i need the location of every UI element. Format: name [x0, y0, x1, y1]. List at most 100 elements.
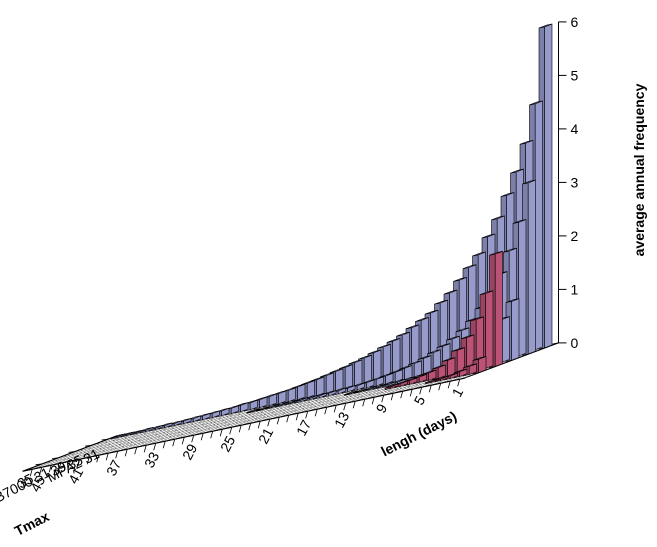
bar-face: [398, 365, 413, 370]
bar-face: [489, 251, 503, 256]
bar-face: [358, 354, 372, 360]
x-tick-label: 41: [65, 465, 87, 486]
bar-face: [481, 233, 496, 239]
floor-grid-line: [42, 370, 485, 465]
bar-face: [505, 298, 520, 303]
bar-face: [522, 179, 536, 185]
bar-face: [527, 179, 536, 355]
bar-face: [339, 364, 353, 369]
bar-face: [348, 359, 363, 365]
bar-face: [501, 316, 510, 363]
x-tick: [409, 389, 413, 397]
floor-grid-line: [127, 413, 222, 450]
floor-grid-line: [75, 358, 518, 452]
floor-grid-line: [117, 415, 212, 452]
floor-grid-line: [60, 427, 155, 464]
bar-face: [427, 349, 441, 355]
y-tick: [84, 444, 93, 447]
x-tick: [248, 423, 252, 431]
z-tick-label: 3: [571, 174, 579, 190]
x-tick: [295, 413, 299, 421]
x-tick: [153, 443, 157, 451]
bar-face: [386, 338, 401, 343]
bar: [344, 390, 358, 396]
bar-face: [396, 331, 410, 337]
bar-face: [434, 299, 448, 305]
x-tick: [238, 425, 242, 433]
bar-face: [405, 324, 420, 330]
x-tick: [229, 427, 233, 435]
bar-face: [441, 357, 456, 362]
y-axis-title: Tmax: [12, 508, 52, 539]
bar-face: [479, 290, 494, 295]
x-tick: [48, 465, 52, 473]
x-tick: [305, 411, 309, 419]
x-tick: [134, 447, 138, 455]
y-tick-label: 35: [15, 470, 36, 491]
x-tick: [438, 383, 442, 391]
bar-face: [472, 356, 487, 361]
bar-face: [389, 369, 403, 374]
x-axis-line: [22, 377, 465, 472]
bar-face: [463, 363, 477, 368]
x-tick: [390, 393, 394, 401]
y-tick: [68, 451, 76, 453]
bar-face: [451, 347, 465, 352]
bar-face: [538, 23, 553, 29]
bar-face: [494, 250, 503, 367]
z-tick-label: 6: [571, 14, 579, 30]
bar-face: [455, 327, 470, 332]
x-tick: [324, 407, 328, 415]
x-tick: [447, 381, 451, 389]
bar-face: [446, 335, 460, 341]
floor-grid-line: [165, 405, 260, 442]
z-tick-label: 5: [571, 67, 579, 83]
bar-face: [335, 368, 344, 393]
z-tick-label: 2: [571, 228, 579, 244]
bar: [384, 383, 399, 390]
x-tick: [400, 391, 404, 399]
x-tick: [267, 419, 271, 427]
x-tick: [200, 433, 204, 441]
x-tick: [115, 451, 119, 459]
x-tick-label: 29: [179, 441, 201, 462]
floor-grid-line: [25, 376, 468, 471]
bar-face: [320, 372, 334, 378]
bar-face: [470, 316, 484, 321]
bar-face: [367, 349, 382, 355]
y-tick: [51, 457, 60, 459]
floor-grid-line: [58, 364, 501, 458]
floor-grid-line: [98, 419, 193, 456]
floor-grid-line: [136, 411, 231, 448]
bar-face: [512, 219, 527, 224]
x-tick: [39, 467, 43, 475]
x-tick: [457, 379, 461, 387]
floor-grid-line: [174, 403, 269, 440]
bar-face: [500, 192, 515, 197]
bar-face: [453, 368, 468, 374]
bar-face: [472, 251, 486, 257]
bars: [111, 23, 553, 440]
bar-face: [485, 290, 494, 369]
bar-face: [519, 140, 534, 145]
x-tick: [371, 397, 375, 405]
bar-face: [422, 369, 437, 375]
y-tick: [101, 438, 109, 441]
bar-face: [425, 378, 439, 383]
x-tick: [257, 421, 261, 429]
x-tick-label: 9: [373, 401, 391, 416]
y-tick-label: 39: [48, 458, 69, 479]
bar-face: [379, 372, 394, 378]
bar-face: [413, 374, 427, 379]
z-axis: 0 1 2 3 4 5 6: [558, 14, 579, 351]
bar-face: [384, 383, 399, 389]
bar-face: [377, 344, 391, 349]
bar-face: [453, 277, 467, 282]
bar-face: [544, 23, 553, 349]
x-tick: [191, 435, 195, 443]
x-tick-label: 13: [331, 409, 353, 430]
x-tick: [362, 399, 366, 407]
bar-face: [529, 100, 543, 106]
x-tick: [352, 401, 356, 409]
x-tick: [162, 441, 166, 449]
